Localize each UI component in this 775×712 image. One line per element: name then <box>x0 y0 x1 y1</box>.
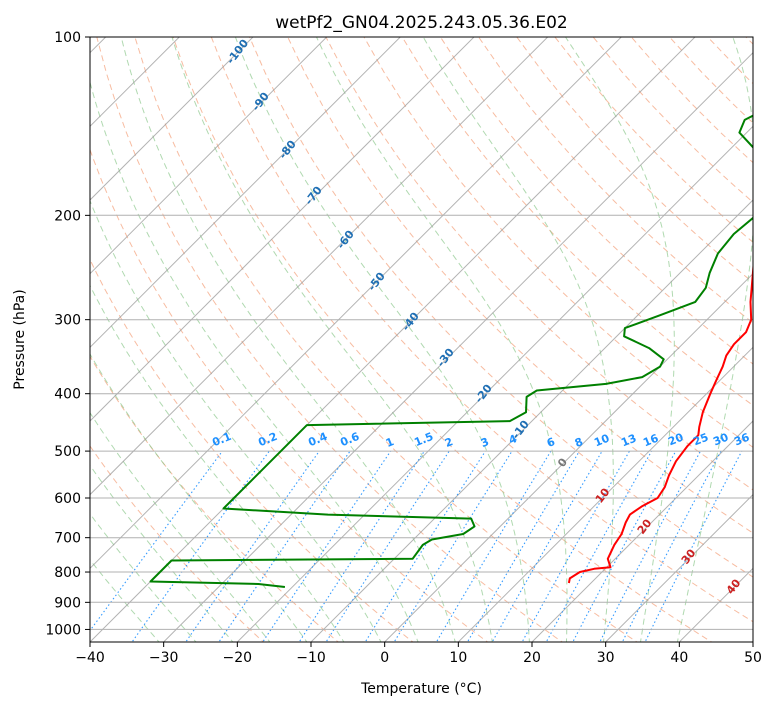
mixing-ratio-label: 25 <box>691 431 710 449</box>
y-tick-label: 300 <box>54 313 81 329</box>
x-tick-label: −20 <box>223 650 253 666</box>
x-tick-label: 20 <box>523 650 541 666</box>
moist-adiabat <box>0 37 272 644</box>
isotherm-line <box>677 10 775 645</box>
isotherm-line <box>14 10 649 645</box>
x-tick-label: 10 <box>449 650 467 666</box>
y-axis: 100 200 300 400 500 600 700 800 900 1000 <box>45 30 90 638</box>
dry-adiabat <box>479 37 775 644</box>
dry-adiabat <box>0 37 266 644</box>
y-tick-label: 1000 <box>45 622 81 638</box>
isotherm-line <box>382 10 775 645</box>
dry-adiabat <box>59 37 491 644</box>
plot-area: -100-90-80-70-60-50-40-30-20-10010203040… <box>0 10 775 645</box>
y-tick-label: 400 <box>54 387 81 403</box>
x-tick-label: 0 <box>380 650 389 666</box>
mixing-ratio-line <box>466 451 579 644</box>
x-tick-label: 30 <box>597 650 615 666</box>
y-tick-label: 100 <box>54 30 81 46</box>
moist-adiabat <box>0 37 309 644</box>
dry-adiabat-label: 0 <box>555 455 570 469</box>
isotherm-line <box>0 10 575 645</box>
x-tick-label: 50 <box>744 650 762 666</box>
isotherm-line <box>751 10 775 645</box>
moist-adiabat <box>44 37 382 644</box>
plot-frame <box>90 37 753 642</box>
y-tick-label: 800 <box>54 565 81 581</box>
moist-adiabat <box>0 37 198 644</box>
x-axis-label: Temperature (°C) <box>360 681 482 697</box>
pressure-gridlines <box>90 37 753 629</box>
dry-adiabat-label: 30 <box>679 546 699 566</box>
y-tick-label: 900 <box>54 595 81 611</box>
dry-adiabat <box>288 37 775 644</box>
mixing-ratio-label: 2 <box>443 435 455 450</box>
y-tick-label: 500 <box>54 444 81 460</box>
dry-adiabat <box>746 37 775 644</box>
dry-adiabat <box>364 37 775 644</box>
mixing-ratio-line <box>80 451 222 644</box>
mixing-ratio-label: 13 <box>619 432 638 450</box>
moist-adiabat <box>121 37 456 644</box>
mixing-ratio-label: 1 <box>384 435 396 450</box>
mixing-ratio-label: 10 <box>592 432 611 450</box>
dry-adiabat <box>402 37 775 644</box>
y-axis-label: Pressure (hPa) <box>12 289 28 389</box>
mixing-ratio-line <box>572 451 676 644</box>
isotherm-line <box>456 10 775 645</box>
dry-adiabat <box>440 37 775 644</box>
mixing-ratio-line <box>325 451 450 644</box>
mixing-ratio-label: 8 <box>573 435 585 450</box>
dry-adiabat-label: -20 <box>472 382 495 406</box>
mixing-ratio-label: 6 <box>545 435 557 450</box>
dry-adiabat <box>135 37 641 644</box>
mixing-ratio-label: 36 <box>732 431 751 449</box>
y-tick-label: 600 <box>54 491 81 507</box>
mixing-ratio-label: 16 <box>641 432 660 450</box>
x-tick-label: 40 <box>670 650 688 666</box>
mixing-ratio-line <box>644 451 742 644</box>
mixing-ratio-line <box>435 451 551 644</box>
dry-adiabats <box>0 37 775 644</box>
dry-adiabat-label: 40 <box>724 576 744 596</box>
chart-title: wetPf2_GN04.2025.243.05.36.E02 <box>275 13 567 33</box>
isotherm-line <box>0 10 206 645</box>
dry-adiabat-label: -70 <box>302 184 325 208</box>
dry-adiabat-label: -100 <box>224 37 251 67</box>
y-tick-label: 200 <box>54 208 81 224</box>
dry-adiabat-label: 10 <box>593 485 613 505</box>
mixing-ratio-label: 0.2 <box>256 430 279 449</box>
x-tick-label: −10 <box>296 650 326 666</box>
isotherm-line <box>0 10 354 645</box>
mixing-ratio-label: 3 <box>479 435 491 450</box>
moist-adiabat <box>172 37 493 644</box>
y-tick-label: 700 <box>54 531 81 547</box>
moist-adiabat <box>317 37 568 644</box>
x-tick-label: −40 <box>75 650 105 666</box>
isotherm-line <box>235 10 775 645</box>
dry-adiabat-label: -30 <box>434 346 457 370</box>
moist-adiabat <box>14 37 346 644</box>
x-tick-label: −30 <box>149 650 179 666</box>
isotherm-line <box>0 10 59 645</box>
x-axis: −40 −30 −20 −10 0 10 20 30 40 50 <box>75 642 762 666</box>
mixing-ratio-label: 0.4 <box>306 430 329 449</box>
mixing-ratio-line <box>364 451 486 644</box>
mixing-ratio-label: 1.5 <box>412 430 435 449</box>
dry-adiabat-label: -90 <box>249 90 272 114</box>
mixing-ratio-label: 0.6 <box>338 430 361 449</box>
dry-adiabat <box>326 37 775 644</box>
mixing-ratio-label: 0.1 <box>210 430 233 449</box>
isotherm-line <box>530 10 775 645</box>
moist-adiabat <box>79 37 419 644</box>
moist-adiabat <box>0 37 235 644</box>
